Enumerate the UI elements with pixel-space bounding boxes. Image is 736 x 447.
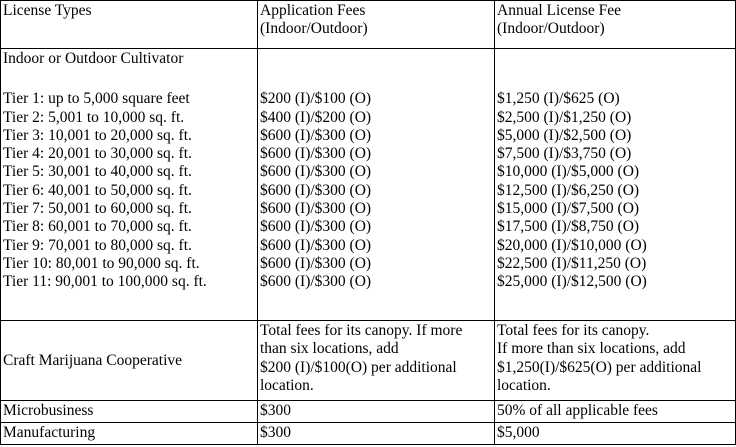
- cell: Manufacturing: [0, 422, 258, 445]
- cell: Craft Marijuana Cooperative: [0, 320, 258, 401]
- text-line: $25,000 (I)/$12,500 (O): [497, 273, 647, 291]
- text-line: $600 (I)/$300 (O): [260, 145, 372, 163]
- header-cell: Annual License Fee (Indoor/Outdoor): [494, 0, 736, 49]
- table-row: License Types Application Fees (Indoor/Out…: [0, 0, 736, 49]
- text-line: 50% of all applicable fees: [497, 402, 658, 419]
- text-line: Tier 3: 10,001 to 20,000 sq. ft.: [3, 126, 192, 144]
- text-line: Microbusiness: [3, 402, 94, 419]
- text-line: $600 (I)/$300 (O): [260, 163, 372, 181]
- text-line: $200 (I)/$100 (O): [260, 90, 372, 108]
- text-line: (Indoor/Outdoor): [260, 20, 368, 38]
- text-line: $12,500 (I)/$6,250 (O): [497, 181, 640, 199]
- cell: $200 (I)/$100 (O) $400 (I)/$200 (O) $600 (…: [257, 48, 495, 321]
- text-line: Tier 7: 50,001 to 60,000 sq. ft.: [3, 200, 192, 218]
- text-line: $2,500 (I)/$1,250 (O): [497, 108, 632, 126]
- text-line: Tier 9: 70,001 to 80,000 sq. ft.: [3, 236, 192, 254]
- text-line: $5,000: [497, 424, 540, 441]
- cell: Microbusiness: [0, 400, 258, 423]
- spacer: [497, 50, 733, 90]
- text-line: If more than six locations, add: [497, 340, 686, 358]
- text-line: $200 (I)/$100(O) per additional: [260, 358, 457, 376]
- text-line: $1,250(I)/$625(O) per additional: [497, 358, 702, 376]
- text-line: Tier 2: 5,001 to 10,000 sq. ft.: [3, 108, 185, 126]
- cell: Indoor or Outdoor Cultivator Tier 1: up t…: [0, 48, 258, 321]
- text-line: License Types: [3, 2, 92, 19]
- text-line: Tier 6: 40,001 to 50,000 sq. ft.: [3, 181, 192, 199]
- text-line: $600 (I)/$300 (O): [260, 218, 372, 236]
- table-row: Manufacturing $300 $5,000: [0, 422, 736, 445]
- text-line: $20,000 (I)/$10,000 (O): [497, 236, 647, 254]
- text-line: $17,500 (I)/$8,750 (O): [497, 218, 640, 236]
- text-line: Tier 5: 30,001 to 40,000 sq. ft.: [3, 163, 192, 181]
- text-line: Tier 11: 90,001 to 100,000 sq. ft.: [3, 273, 207, 291]
- cell: Total fees for its canopy. If more than s…: [257, 320, 495, 401]
- text-line: $400 (I)/$200 (O): [260, 108, 372, 126]
- text-line: $22,500 (I)/$11,250 (O): [497, 254, 647, 272]
- cell: 50% of all applicable fees: [494, 400, 736, 423]
- table-row: Craft Marijuana Cooperative Total fees fo…: [0, 320, 736, 401]
- spacer: [260, 50, 492, 90]
- text-line: $300: [260, 402, 291, 419]
- header-cell: Application Fees (Indoor/Outdoor): [257, 0, 495, 49]
- text-line: Total fees for its canopy. If more: [260, 322, 463, 339]
- text-line: Application Fees: [260, 2, 366, 19]
- text-line: location.: [260, 376, 314, 394]
- cell: $1,250 (I)/$625 (O) $2,500 (I)/$1,250 (O)…: [494, 48, 736, 321]
- table-row: Microbusiness $300 50% of all applicable f…: [0, 400, 736, 423]
- text-line: $5,000 (I)/$2,500 (O): [497, 126, 632, 144]
- text-line: $10,000 (I)/$5,000 (O): [497, 163, 640, 181]
- cell: $300: [257, 422, 495, 445]
- cell: $300: [257, 400, 495, 423]
- text-line: Craft Marijuana Cooperative: [3, 351, 183, 369]
- text-line: Tier 10: 80,001 to 90,000 sq. ft.: [3, 254, 200, 272]
- text-line: $600 (I)/$300 (O): [260, 254, 372, 272]
- text-line: $600 (I)/$300 (O): [260, 200, 372, 218]
- cell: Total fees for its canopy. If more than s…: [494, 320, 736, 401]
- text-line: Annual License Fee: [497, 2, 621, 19]
- text-line: $1,250 (I)/$625 (O): [497, 90, 620, 108]
- text-line: $7,500 (I)/$3,750 (O): [497, 145, 632, 163]
- spacer: [3, 68, 255, 90]
- text-line: $300: [260, 424, 291, 441]
- text-line: (Indoor/Outdoor): [497, 20, 605, 38]
- text-line: $15,000 (I)/$7,500 (O): [497, 200, 640, 218]
- text-line: $600 (I)/$300 (O): [260, 126, 372, 144]
- text-line: Total fees for its canopy.: [497, 322, 650, 339]
- text-line: than six locations, add: [260, 340, 399, 358]
- text-line: Tier 4: 20,001 to 30,000 sq. ft.: [3, 145, 192, 163]
- text-line: location.: [497, 376, 551, 394]
- header-cell: License Types: [0, 0, 258, 49]
- table-row: Indoor or Outdoor Cultivator Tier 1: up t…: [0, 48, 736, 321]
- text-line: Manufacturing: [3, 424, 96, 441]
- text-line: Tier 1: up to 5,000 square feet: [3, 90, 190, 108]
- text-line: Indoor or Outdoor Cultivator: [3, 50, 184, 67]
- text-line: $600 (I)/$300 (O): [260, 273, 372, 291]
- text-line: Tier 8: 60,001 to 70,000 sq. ft.: [3, 218, 192, 236]
- text-line: $600 (I)/$300 (O): [260, 181, 372, 199]
- cell: $5,000: [494, 422, 736, 445]
- text-line: $600 (I)/$300 (O): [260, 236, 372, 254]
